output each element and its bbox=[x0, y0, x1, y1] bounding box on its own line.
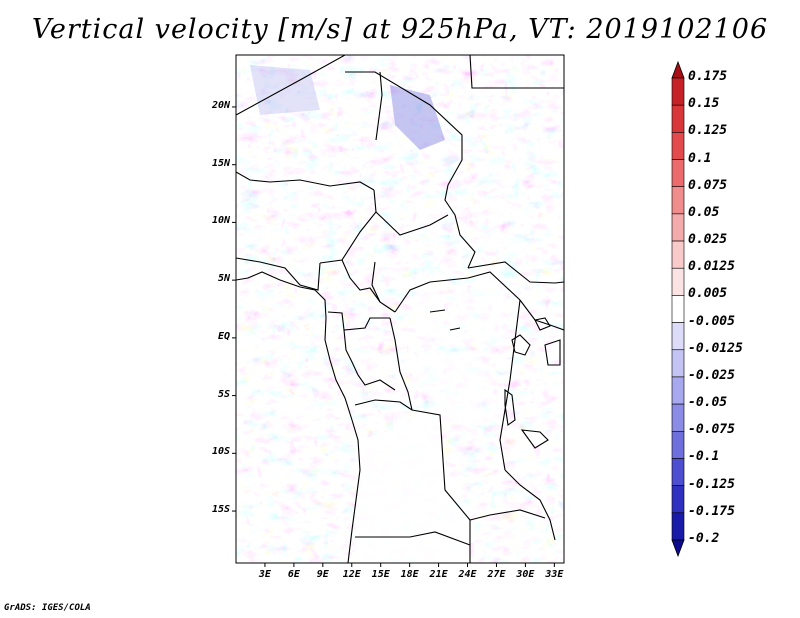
colorbar-level-label: -0.1 bbox=[688, 449, 720, 465]
colorbar-segment bbox=[671, 403, 685, 432]
colorbar-segment bbox=[671, 213, 685, 242]
colorbar-segment bbox=[671, 186, 685, 215]
colorbar-level-label: -0.2 bbox=[688, 531, 720, 546]
colorbar-segment bbox=[671, 159, 685, 188]
colorbar-segment bbox=[671, 132, 685, 160]
colorbar-level-label: -0.05 bbox=[688, 395, 728, 411]
colorbar-level-label: -0.175 bbox=[688, 503, 735, 519]
colorbar-segment bbox=[671, 458, 685, 486]
colorbar bbox=[671, 60, 685, 558]
colorbar-segment bbox=[671, 349, 685, 378]
colorbar-level-label: 0.075 bbox=[688, 177, 728, 193]
colorbar-segment bbox=[671, 77, 685, 106]
lon-tick-label: 6E bbox=[287, 569, 300, 580]
lon-tick-label: 24E bbox=[458, 569, 477, 580]
lon-tick-label: 30E bbox=[516, 569, 535, 580]
colorbar-level-label: -0.025 bbox=[688, 367, 735, 383]
colorbar-level-label: 0.05 bbox=[688, 204, 720, 220]
axis-ticks bbox=[232, 106, 555, 567]
lon-tick-label: 27E bbox=[487, 569, 506, 580]
credit-text: GrADS: IGES/COLA bbox=[4, 603, 91, 613]
colorbar-level-label: -0.0125 bbox=[688, 340, 743, 356]
colorbar-level-label: 0.175 bbox=[688, 69, 728, 84]
colorbar-level-label: -0.125 bbox=[688, 476, 735, 492]
colorbar-segment bbox=[671, 485, 685, 514]
colorbar-segment bbox=[671, 322, 685, 351]
lat-tick-label: 20N bbox=[211, 99, 230, 111]
lat-tick-label: 5N bbox=[217, 273, 230, 285]
lon-tick-label: 12E bbox=[342, 569, 361, 580]
colorbar-segment bbox=[671, 104, 685, 133]
colorbar-top-arrow bbox=[671, 60, 685, 79]
map-title: Vertical velocity [m/s] at 925hPa, VT: 2… bbox=[31, 14, 769, 45]
lon-tick-label: 18E bbox=[400, 569, 419, 580]
lat-tick-label: EQ bbox=[217, 330, 230, 342]
colorbar-segment bbox=[671, 512, 685, 541]
colorbar-level-label: 0.15 bbox=[688, 96, 720, 112]
lon-tick-label: 15E bbox=[371, 569, 390, 580]
colorbar-bottom-arrow bbox=[671, 539, 685, 558]
vertical-velocity-field bbox=[236, 55, 564, 563]
lon-tick-label: 33E bbox=[545, 569, 564, 580]
lon-tick-label: 3E bbox=[258, 569, 271, 580]
lat-tick-label: 5S bbox=[217, 388, 230, 400]
lat-tick-label: 15S bbox=[211, 504, 230, 516]
lon-tick-label: 21E bbox=[429, 569, 448, 580]
colorbar-segment bbox=[671, 376, 685, 405]
lat-tick-label: 15N bbox=[211, 157, 230, 169]
colorbar-level-label: -0.075 bbox=[688, 422, 735, 438]
borders bbox=[236, 55, 564, 563]
colorbar-level-label: 0.025 bbox=[688, 232, 728, 248]
map-frame bbox=[235, 54, 565, 564]
colorbar-level-label: 0.125 bbox=[688, 123, 728, 139]
colorbar-segment bbox=[671, 240, 685, 269]
lat-tick-label: 10S bbox=[211, 446, 230, 458]
lon-tick-label: 9E bbox=[316, 569, 329, 580]
colorbar-segment bbox=[671, 267, 685, 296]
lat-tick-label: 10N bbox=[211, 215, 230, 227]
colorbar-level-label: 0.0125 bbox=[688, 259, 735, 275]
colorbar-level-label: 0.005 bbox=[688, 286, 728, 302]
colorbar-level-label: -0.005 bbox=[688, 313, 735, 329]
colorbar-segment bbox=[671, 295, 685, 323]
colorbar-level-label: 0.1 bbox=[688, 150, 712, 166]
colorbar-segment bbox=[671, 430, 685, 459]
